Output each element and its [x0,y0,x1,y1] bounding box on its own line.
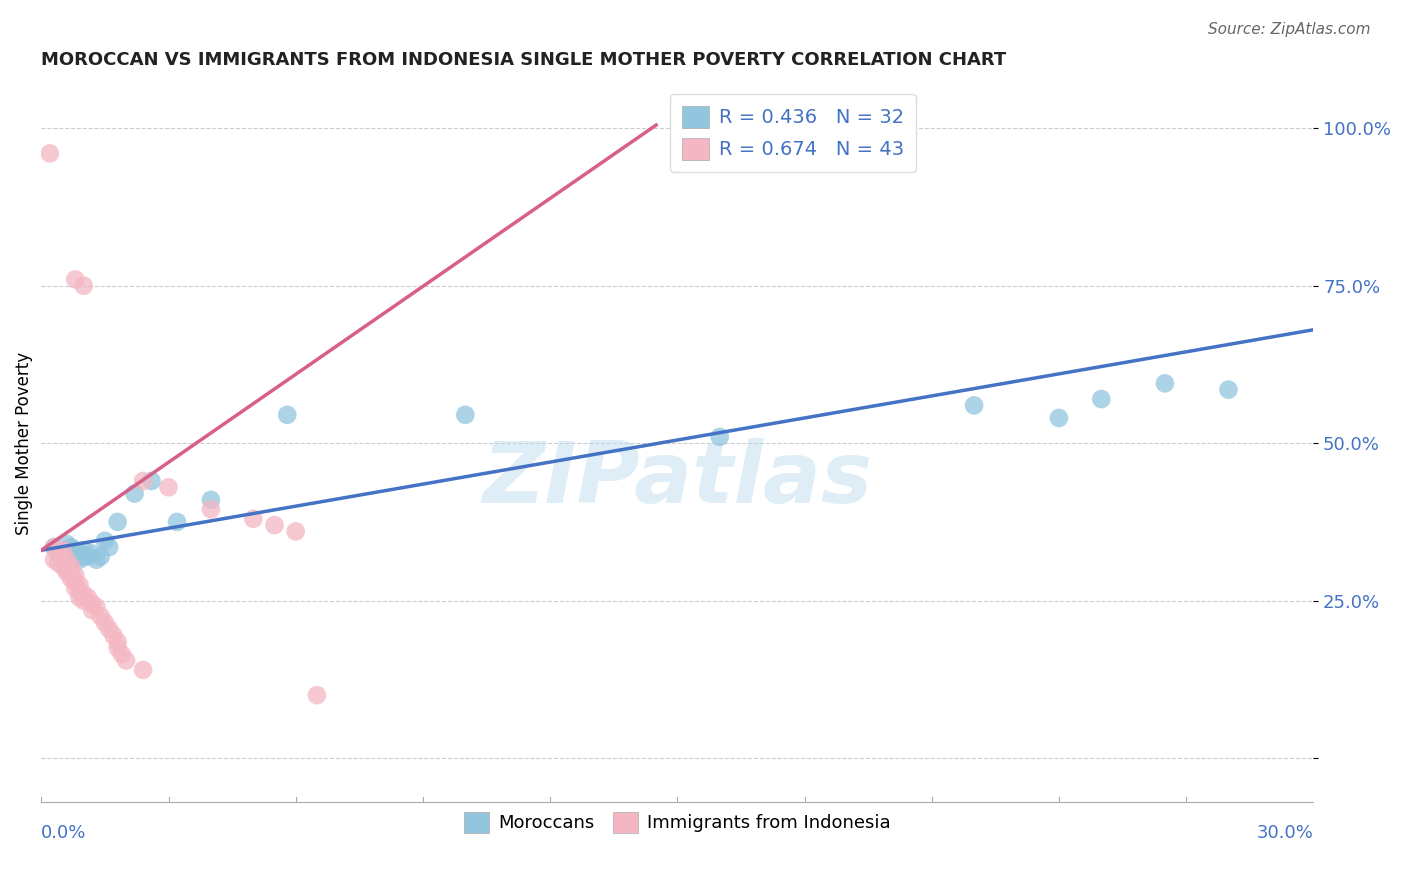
Point [73,587,96,601]
Point [65,574,87,589]
Point [284,524,307,539]
Point [60,540,83,554]
Point [157,480,180,494]
Point [107,634,129,648]
Text: MOROCCAN VS IMMIGRANTS FROM INDONESIA SINGLE MOTHER POVERTY CORRELATION CHART: MOROCCAN VS IMMIGRANTS FROM INDONESIA SI… [41,51,1007,69]
Point [132,663,155,677]
Point [200,502,222,516]
Point [69,546,91,560]
Point [51,543,73,558]
Point [454,408,477,422]
Point [73,543,96,558]
Point [82,597,104,611]
Point [77,591,100,605]
Point [73,593,96,607]
Point [46,556,69,570]
Point [65,549,87,564]
Point [69,578,91,592]
Text: 0.0%: 0.0% [41,824,87,842]
Point [94,615,117,630]
Point [42,540,65,554]
Text: 30.0%: 30.0% [1257,824,1313,842]
Point [46,546,69,560]
Point [90,609,112,624]
Point [55,562,77,576]
Point [46,543,69,558]
Legend: Moroccans, Immigrants from Indonesia: Moroccans, Immigrants from Indonesia [457,805,898,840]
Text: Source: ZipAtlas.com: Source: ZipAtlas.com [1208,22,1371,37]
Point [86,599,108,614]
Point [1047,411,1070,425]
Point [77,549,100,564]
Point [124,486,146,500]
Point [200,492,222,507]
Point [276,408,298,422]
Point [60,546,83,560]
Point [55,537,77,551]
Point [69,584,91,599]
Point [60,559,83,574]
Point [82,546,104,560]
Point [65,581,87,595]
Point [103,628,125,642]
Point [141,474,163,488]
Point [1090,392,1112,406]
Point [65,272,87,286]
Point [132,474,155,488]
Point [94,533,117,548]
Point [263,518,285,533]
Point [55,546,77,560]
Point [98,622,121,636]
Point [60,566,83,580]
Point [69,552,91,566]
Point [42,540,65,554]
Point [709,430,731,444]
Point [166,515,188,529]
Point [107,640,129,655]
Point [242,512,264,526]
Point [65,568,87,582]
Point [1154,376,1177,391]
Point [55,566,77,580]
Point [51,559,73,574]
Point [38,146,60,161]
Point [60,572,83,586]
Point [82,603,104,617]
Point [55,552,77,566]
Point [42,552,65,566]
Point [305,688,328,702]
Point [107,515,129,529]
Point [98,540,121,554]
Point [86,552,108,566]
Point [51,543,73,558]
Y-axis label: Single Mother Poverty: Single Mother Poverty [15,351,32,534]
Point [69,591,91,605]
Point [1218,383,1240,397]
Text: ZIPatlas: ZIPatlas [482,438,873,521]
Point [73,549,96,564]
Point [90,549,112,564]
Point [963,398,986,412]
Point [111,647,134,661]
Point [73,278,96,293]
Point [115,653,138,667]
Point [65,543,87,558]
